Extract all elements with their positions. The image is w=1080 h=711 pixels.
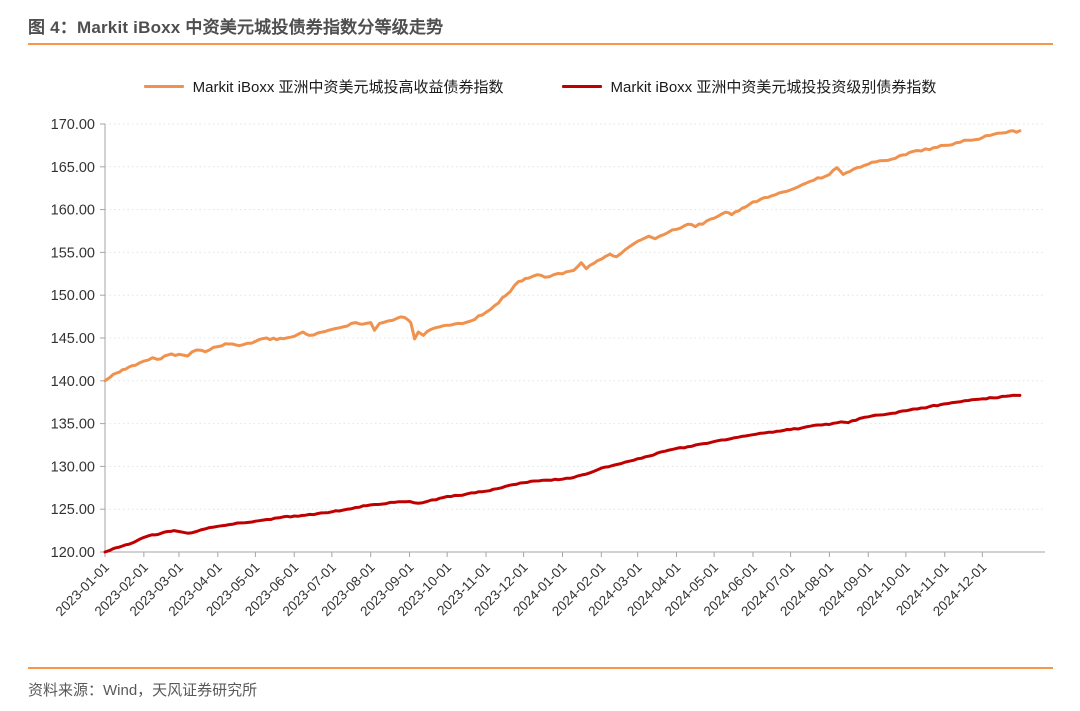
figure-title: 图 4：Markit iBoxx 中资美元城投债券指数分等级走势 [28,18,444,37]
legend-swatch-investment-grade [561,85,602,88]
accent-rule-top [28,43,1053,45]
accent-rule-bottom [28,667,1053,669]
y-tick-label: 160.00 [51,203,95,219]
series-line-high-yield [103,129,1022,383]
y-tick-label: 150.00 [51,288,95,304]
legend-label-high-yield: Markit iBoxx 亚洲中资美元城投高收益债券指数 [192,79,504,96]
y-tick-label: 165.00 [51,160,95,176]
y-tick-label: 155.00 [51,245,95,261]
y-tick-label: 125.00 [51,502,95,518]
line-chart: 120.00 125.00 130.00 135.00 140.00 145.00 150.… [51,117,1045,619]
y-tick-label: 135.00 [51,417,95,433]
y-tick-label: 140.00 [51,374,95,390]
y-tick-label: 145.00 [51,331,95,347]
chart-legend: Markit iBoxx 亚洲中资美元城投高收益债券指数 Markit iBox… [0,76,1080,97]
legend-swatch-high-yield [143,85,184,88]
series-line-investment-grade [103,393,1022,554]
legend-item-investment-grade: Markit iBoxx 亚洲中资美元城投投资级别债券指数 [561,76,937,97]
y-tick-label: 130.00 [51,459,95,475]
source-note: 资料来源：Wind，天风证券研究所 [28,682,258,699]
legend-label-investment-grade: Markit iBoxx 亚洲中资美元城投投资级别债券指数 [610,79,937,96]
y-tick-label: 170.00 [51,117,95,133]
legend-item-high-yield: Markit iBoxx 亚洲中资美元城投高收益债券指数 [143,76,504,97]
y-tick-label: 120.00 [51,545,95,561]
